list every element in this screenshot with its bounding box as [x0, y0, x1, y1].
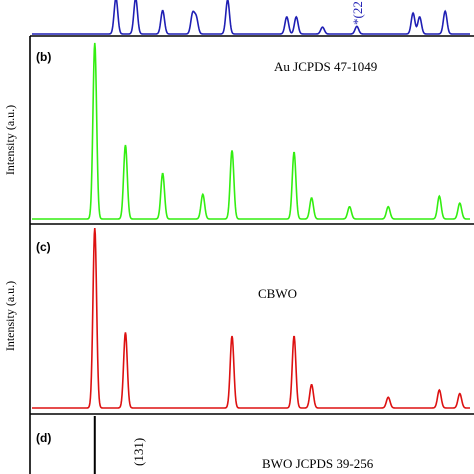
panel-c-label: (c)	[36, 240, 51, 254]
panel-b-annotation: Au JCPDS 47-1049	[274, 59, 377, 74]
panel-b-ylabel: Intensity (a.u.)	[3, 105, 17, 175]
panel-d-label: (d)	[36, 431, 51, 445]
panel-c: (c) CBWO Intensity (a.u.)	[3, 224, 474, 415]
panel-a: *(22	[30, 0, 474, 37]
panel-c-ylabel: Intensity (a.u.)	[3, 281, 17, 351]
panel-c-annotation: CBWO	[258, 286, 297, 301]
panel-b: (b) Au JCPDS 47-1049 Intensity (a.u.)	[3, 36, 474, 225]
peak-label-131: (131)	[131, 438, 146, 466]
panel-d: (d) (131) BWO JCPDS 39-256	[29, 414, 374, 474]
xrd-trace-b	[32, 42, 470, 220]
xrd-trace-a	[32, 0, 470, 35]
panel-b-label: (b)	[36, 50, 51, 64]
xrd-trace-c	[32, 227, 470, 409]
panel-d-annotation: BWO JCPDS 39-256	[262, 456, 374, 471]
peak-label-222: *(22	[350, 1, 365, 25]
